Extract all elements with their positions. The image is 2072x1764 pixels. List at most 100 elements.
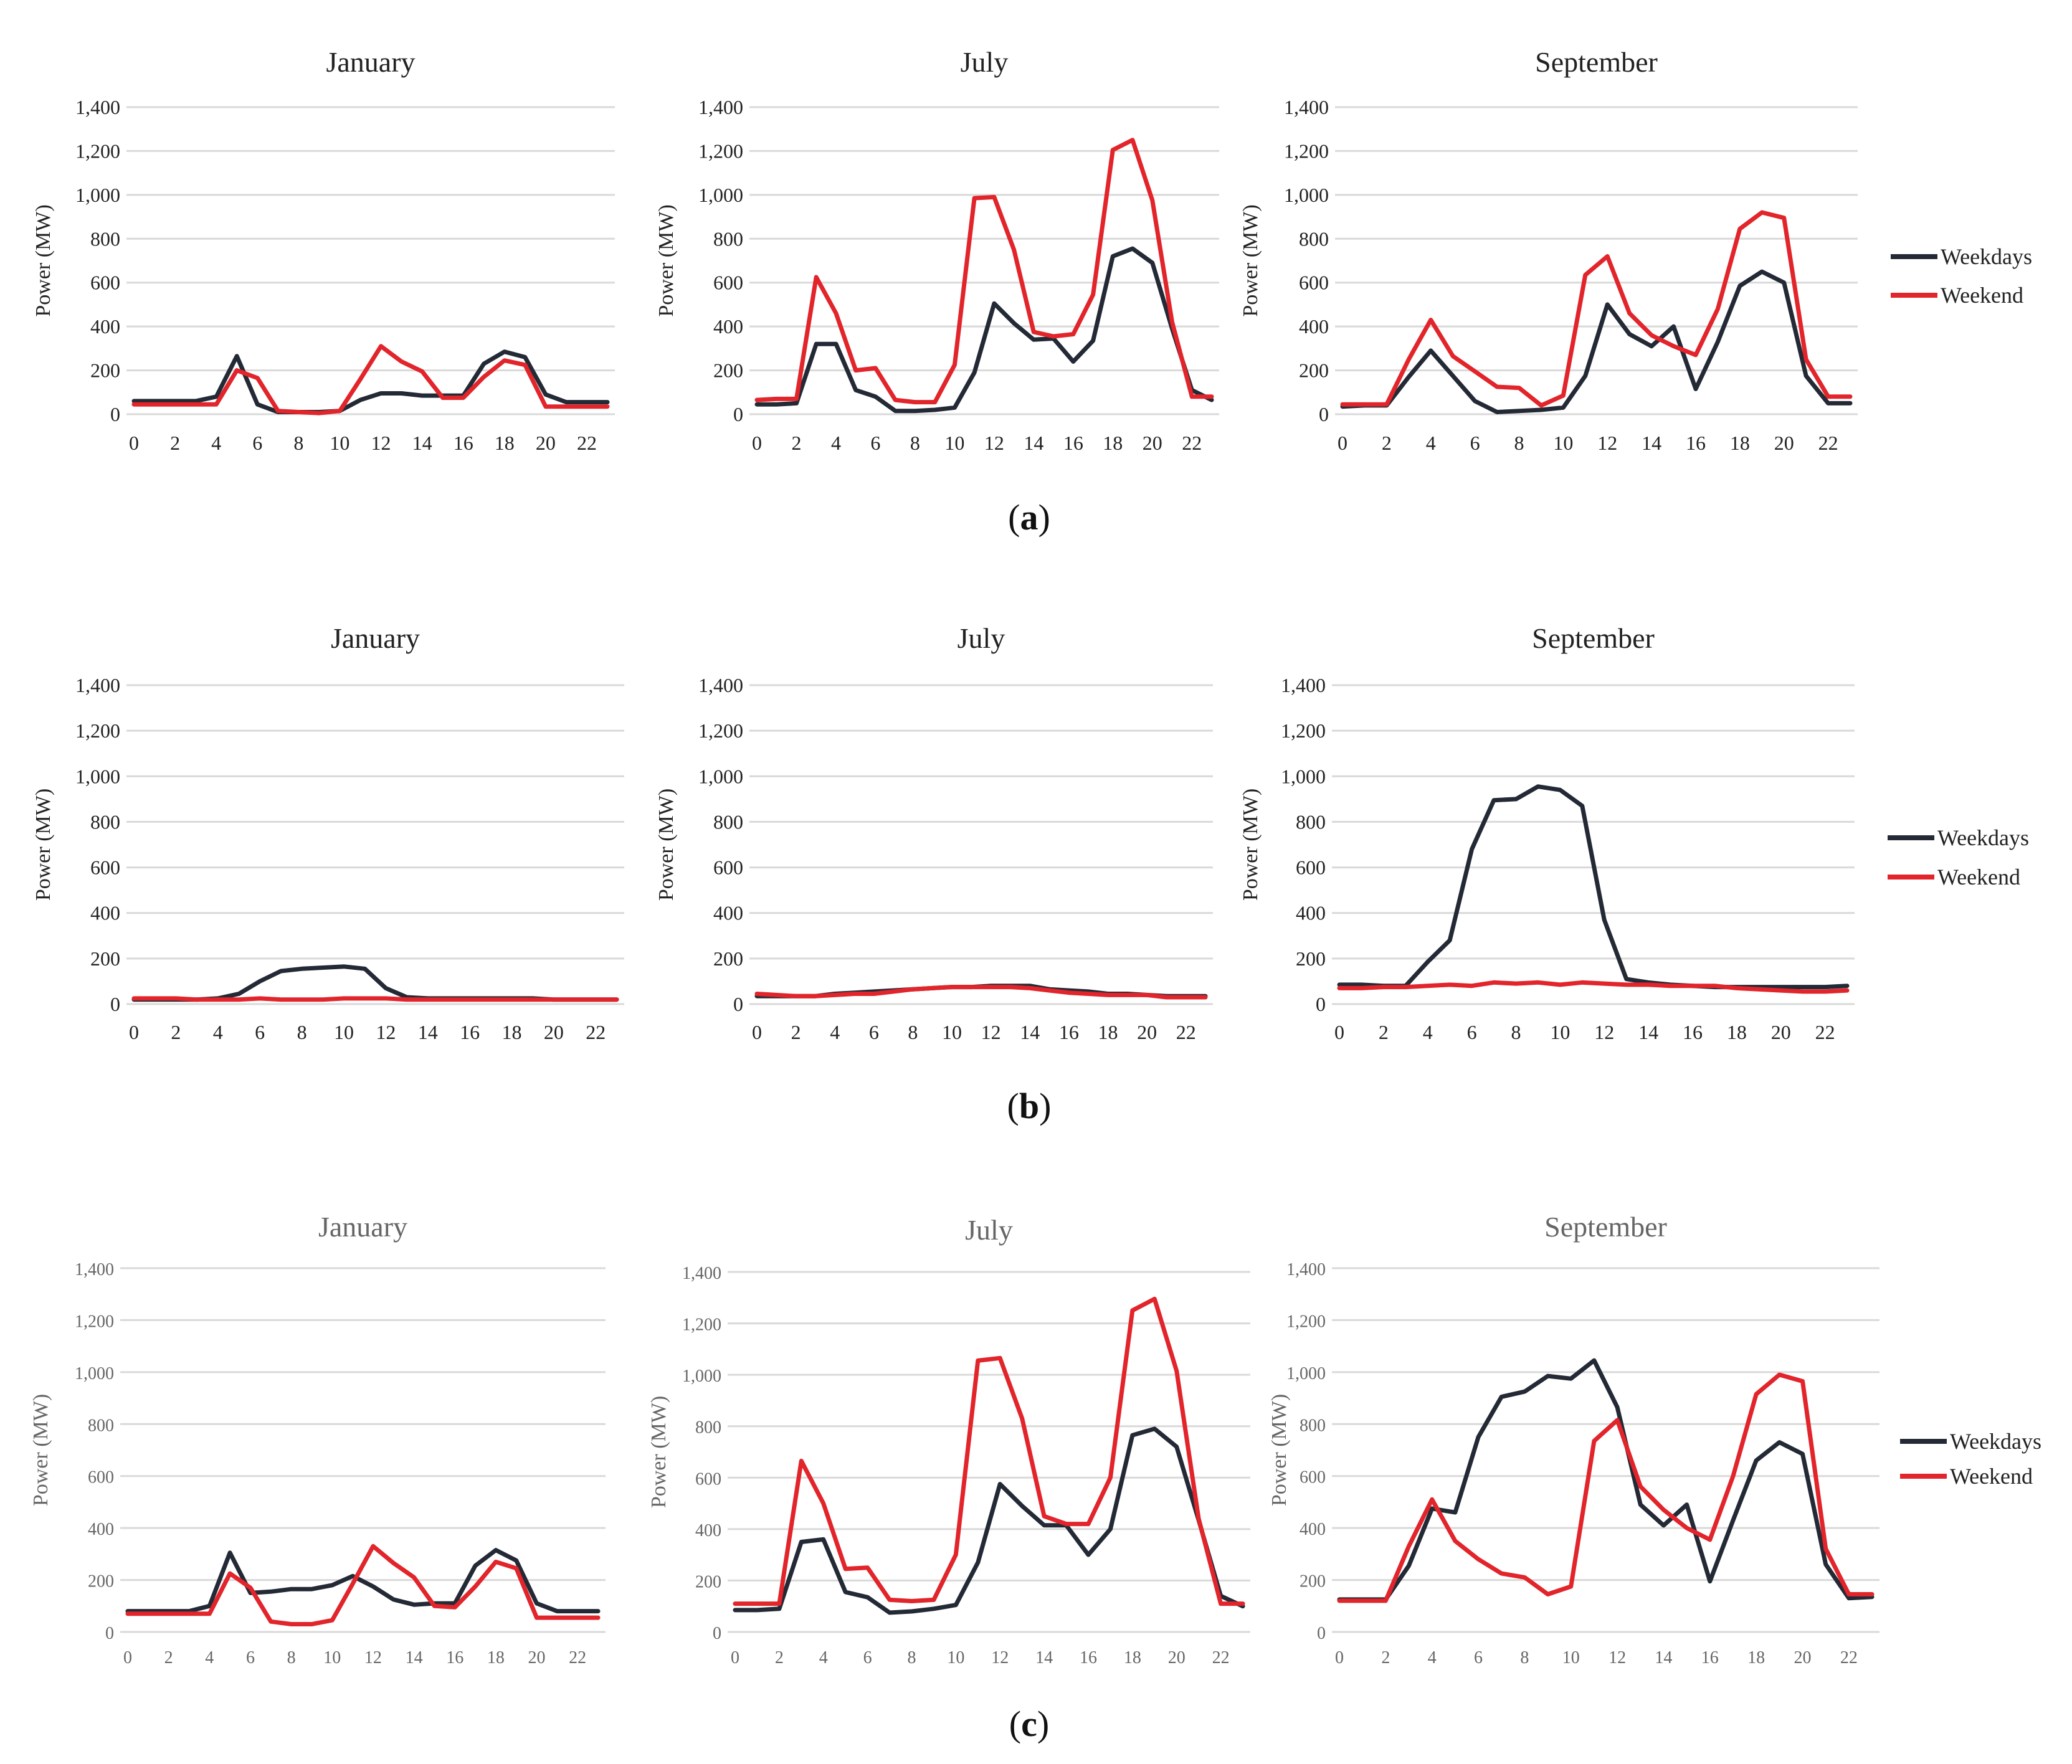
x-tick-label: 8 (297, 1021, 307, 1043)
x-tick-label: 10 (330, 432, 349, 454)
series-line-weekend (131, 344, 610, 415)
x-tick-label: 18 (1098, 1021, 1118, 1043)
x-tick-label: 2 (791, 432, 801, 454)
x-tick-label: 4 (205, 1648, 214, 1667)
x-tick-label: 22 (577, 432, 597, 454)
x-tick-label: 6 (255, 1021, 265, 1043)
x-tick-label: 20 (1774, 432, 1794, 454)
legend-label-weekdays: Weekdays (1937, 825, 2029, 850)
chart-title: September (1532, 622, 1655, 654)
x-tick-label: 0 (752, 1021, 762, 1043)
y-axis-label: Power (MW) (1268, 1394, 1291, 1506)
legend-label-weekdays: Weekdays (1941, 244, 2032, 269)
x-tick-label: 12 (991, 1648, 1009, 1667)
series-line-weekdays (1337, 784, 1850, 990)
x-tick-label: 10 (334, 1021, 354, 1043)
chart-title: January (331, 622, 420, 654)
y-tick-label: 0 (1316, 993, 1326, 1015)
panel-label: (a) (1008, 497, 1050, 538)
y-tick-label: 1,200 (75, 140, 120, 162)
x-tick-label: 6 (869, 1021, 879, 1043)
panel-label-open: ( (1009, 1704, 1021, 1744)
x-tick-label: 18 (487, 1648, 505, 1667)
y-tick-label: 600 (90, 856, 120, 879)
y-tick-label: 200 (695, 1572, 721, 1591)
y-tick-label: 200 (1300, 1572, 1326, 1591)
x-tick-label: 16 (1701, 1648, 1719, 1667)
legend-label-weekend: Weekend (1941, 283, 2023, 308)
y-tick-label: 800 (713, 227, 743, 250)
x-tick-label: 0 (1334, 1021, 1344, 1043)
y-tick-label: 0 (1319, 403, 1329, 425)
x-tick-label: 8 (293, 432, 303, 454)
x-tick-label: 4 (819, 1648, 828, 1667)
x-tick-label: 10 (323, 1648, 341, 1667)
x-tick-label: 22 (1818, 432, 1838, 454)
y-tick-label: 0 (110, 403, 120, 425)
x-tick-label: 14 (412, 432, 432, 454)
series-line-weekend (1337, 1372, 1875, 1603)
x-tick-label: 16 (1683, 1021, 1703, 1043)
x-tick-label: 4 (211, 432, 221, 454)
x-tick-label: 10 (942, 1021, 962, 1043)
series-line-weekend (754, 138, 1214, 405)
panel-label-open: ( (1008, 497, 1020, 538)
x-tick-label: 6 (1470, 432, 1480, 454)
y-tick-label: 0 (713, 1624, 721, 1643)
x-tick-label: 10 (1562, 1648, 1580, 1667)
chart-title: July (961, 46, 1009, 78)
series-line-weekdays (131, 349, 610, 414)
x-tick-label: 14 (418, 1021, 438, 1043)
x-tick-label: 18 (1124, 1648, 1141, 1667)
x-tick-label: 8 (908, 1021, 918, 1043)
x-tick-label: 22 (1212, 1648, 1230, 1667)
x-tick-label: 16 (1686, 432, 1706, 454)
x-tick-label: 18 (1103, 432, 1123, 454)
x-tick-label: 22 (586, 1021, 606, 1043)
y-tick-label: 400 (713, 315, 743, 338)
chart-title: January (318, 1211, 407, 1243)
y-tick-label: 1,400 (698, 674, 743, 696)
y-tick-label: 1,400 (698, 96, 743, 118)
y-tick-label: 600 (713, 272, 743, 294)
y-tick-label: 1,400 (1286, 1260, 1326, 1279)
series-line-weekdays (131, 964, 619, 1002)
x-tick-label: 12 (376, 1021, 396, 1043)
x-tick-label: 14 (1024, 432, 1043, 454)
x-tick-label: 2 (775, 1648, 784, 1667)
y-tick-label: 600 (1296, 856, 1326, 879)
x-tick-label: 2 (1382, 432, 1392, 454)
panel-label-letter: b (1019, 1086, 1039, 1126)
x-tick-label: 12 (1597, 432, 1617, 454)
y-tick-label: 0 (1317, 1624, 1326, 1643)
y-tick-label: 800 (90, 227, 120, 250)
y-tick-label: 800 (1296, 810, 1326, 833)
x-tick-label: 2 (791, 1021, 801, 1043)
series-line-weekend (754, 985, 1208, 1000)
y-tick-label: 0 (733, 993, 743, 1015)
y-tick-label: 400 (1299, 315, 1329, 338)
y-axis-label: Power (MW) (647, 1396, 670, 1508)
series-line-weekdays (1340, 269, 1853, 414)
x-tick-label: 20 (536, 432, 556, 454)
x-tick-label: 4 (1426, 432, 1436, 454)
x-tick-label: 10 (1553, 432, 1573, 454)
y-tick-label: 0 (110, 993, 120, 1015)
y-tick-label: 400 (1300, 1520, 1326, 1539)
x-tick-label: 8 (1520, 1648, 1529, 1667)
y-tick-label: 400 (88, 1520, 114, 1539)
chart-a-september: September 0 200 400 600 800 1,000 1,200 1,400 0 2 4… (1239, 46, 1858, 454)
x-tick-label: 6 (252, 432, 262, 454)
x-tick-label: 2 (170, 432, 180, 454)
y-tick-label: 1,000 (1284, 184, 1329, 206)
chart-title: September (1535, 46, 1658, 78)
y-tick-label: 400 (90, 902, 120, 924)
y-tick-label: 1,000 (1286, 1364, 1326, 1383)
x-tick-label: 18 (1727, 1021, 1747, 1043)
series-line-weekend (1337, 980, 1850, 994)
chart-b-september: September 0 200 400 600 800 1,000 1,200 1,400 0 2 4… (1239, 622, 1855, 1043)
y-tick-label: 1,200 (1281, 719, 1326, 742)
x-tick-label: 12 (1594, 1021, 1614, 1043)
y-tick-label: 1,200 (682, 1316, 721, 1335)
